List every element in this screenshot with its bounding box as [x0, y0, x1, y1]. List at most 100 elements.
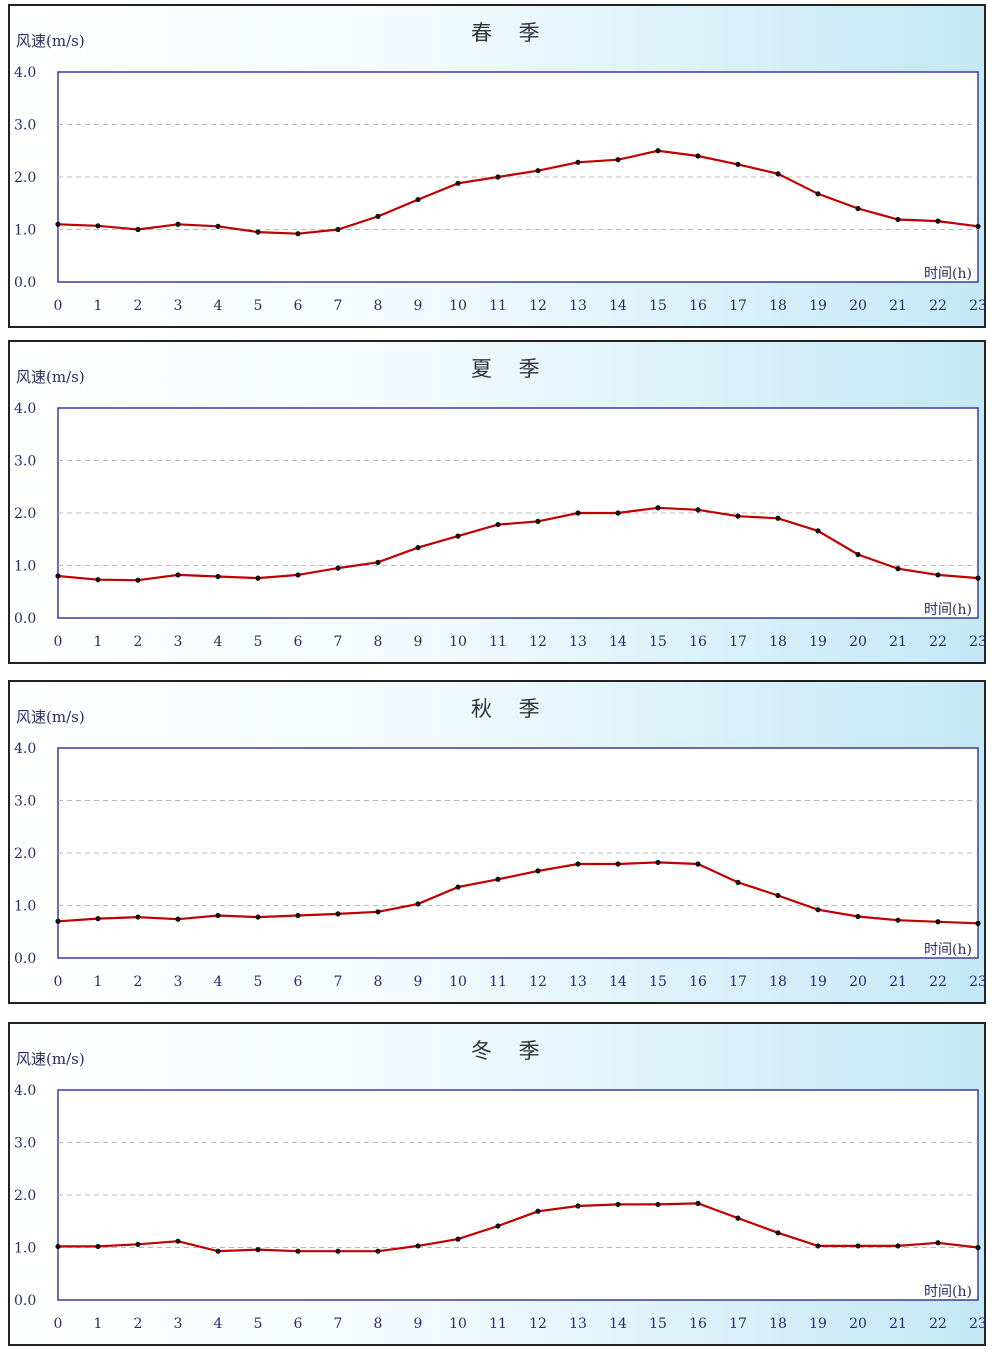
x-tick-label: 4 [214, 634, 223, 650]
x-tick-label: 22 [929, 298, 947, 314]
data-point [535, 168, 541, 174]
data-point [735, 1215, 741, 1221]
series-line [57, 506, 979, 582]
y-tick-label: 3.0 [14, 454, 36, 470]
x-tick-label: 21 [889, 974, 907, 990]
y-tick-label: 1.0 [14, 1241, 36, 1257]
x-tick-label: 1 [94, 634, 103, 650]
chart-panel-4: 冬 季风速(m/s) 0.0 1.0 2.0 3.0 4.0 0 1 2 3 4 5 6 7 8 9 10 11 1… [8, 1022, 987, 1346]
data-point [855, 551, 861, 558]
data-point [895, 917, 901, 923]
x-tick-label: 13 [569, 298, 587, 314]
x-tick-label: 16 [689, 1316, 707, 1332]
y-tick-label: 1.0 [14, 899, 36, 915]
data-point [815, 907, 821, 913]
data-point [815, 1243, 821, 1249]
data-point [335, 226, 341, 233]
data-point [55, 221, 61, 227]
data-point [935, 218, 941, 224]
y-axis-label: 风速(m/s) [16, 368, 85, 386]
x-tick-label: 3 [174, 974, 183, 990]
data-point [95, 577, 101, 583]
series-line [57, 861, 979, 925]
chart-panel-1: 春 季风速(m/s) 0.0 1.0 2.0 3.0 4.0 0 1 2 3 4 5 6 7 8 9 10 11 1… [8, 4, 987, 328]
data-point [815, 528, 821, 534]
chart-title: 夏 季 [471, 357, 550, 381]
x-tick-label: 12 [529, 974, 547, 990]
data-point [335, 911, 341, 917]
series-line [58, 1202, 979, 1253]
data-point [615, 157, 621, 163]
y-axis-label: 风速(m/s) [16, 708, 85, 726]
data-point [855, 205, 861, 212]
data-point [375, 1248, 381, 1254]
x-tick-label: 16 [689, 298, 707, 314]
x-tick-label: 18 [769, 974, 787, 990]
data-point [95, 1243, 101, 1250]
data-point [855, 913, 861, 920]
x-tick-label: 12 [529, 298, 547, 314]
x-tick-label: 10 [449, 1316, 467, 1332]
data-point [495, 174, 501, 180]
chart-title: 春 季 [471, 21, 550, 45]
y-tick-label: 1.0 [14, 223, 36, 239]
x-tick-label: 2 [134, 974, 143, 990]
x-tick-label: 6 [294, 974, 303, 990]
data-point [975, 575, 981, 581]
x-tick-label: 12 [529, 1316, 547, 1332]
x-tick-label: 15 [649, 974, 667, 990]
data-point [295, 1248, 301, 1254]
y-tick-label: 2.0 [14, 506, 36, 522]
data-point [535, 1208, 541, 1214]
y-tick-label: 0.0 [14, 951, 36, 967]
x-tick-label: 22 [929, 974, 947, 990]
data-point [695, 1200, 701, 1206]
data-point [935, 572, 941, 578]
x-tick-label: 23 [969, 974, 987, 990]
data-point [295, 231, 301, 237]
x-tick-label: 18 [769, 634, 787, 650]
x-tick-label: 14 [609, 634, 627, 650]
data-point [895, 1243, 901, 1249]
x-tick-label: 10 [449, 974, 467, 990]
x-tick-label: 9 [414, 974, 423, 990]
x-tick-label: 15 [649, 634, 667, 650]
data-point [495, 1223, 501, 1229]
line-chart: 秋 季风速(m/s)0.01.02.03.04.00 1 2 3 4 5 6 7 8 9 10 11 1… [14, 697, 987, 990]
x-tick-label: 19 [809, 1316, 827, 1332]
x-tick-label: 14 [609, 298, 627, 314]
x-tick-label: 14 [609, 974, 627, 990]
data-point [255, 575, 261, 581]
data-point [655, 1201, 661, 1208]
data-point [55, 573, 61, 579]
chart-title: 冬 季 [471, 1039, 550, 1063]
chart-panel-3: 秋 季风速(m/s) 0.0 1.0 2.0 3.0 4.0 0 1 2 3 4 5 6 7 8 9 10 11 1… [8, 680, 987, 1004]
x-tick-label: 12 [529, 634, 547, 650]
x-tick-label: 5 [254, 298, 263, 314]
x-tick-label: 10 [449, 298, 467, 314]
x-tick-label: 0 [54, 974, 63, 990]
x-tick-label: 21 [889, 298, 907, 314]
data-point [215, 223, 221, 229]
y-tick-label: 4.0 [14, 401, 36, 417]
x-tick-label: 21 [889, 1316, 907, 1332]
data-point [175, 1238, 181, 1244]
x-tick-label: 4 [214, 974, 223, 990]
data-point [495, 876, 501, 882]
x-tick-label: 1 [94, 974, 103, 990]
data-point [855, 1243, 861, 1249]
data-point [295, 912, 301, 919]
y-tick-label: 2.0 [14, 846, 36, 862]
x-tick-label: 15 [649, 1316, 667, 1332]
data-point [95, 223, 101, 229]
x-tick-label: 3 [174, 298, 183, 314]
x-tick-label: 10 [449, 634, 467, 650]
y-tick-label: 3.0 [14, 1136, 36, 1152]
x-tick-label: 7 [334, 974, 343, 990]
x-tick-label: 6 [294, 1316, 303, 1332]
data-point [55, 1243, 61, 1250]
data-point [935, 1240, 941, 1246]
x-tick-label: 0 [54, 1316, 63, 1332]
chart-panel-2: 夏 季风速(m/s) 0.0 1.0 2.0 3.0 4.0 0 1 2 3 4 5 6 7 8 9 10 11 1… [8, 340, 987, 664]
data-point [975, 223, 981, 229]
